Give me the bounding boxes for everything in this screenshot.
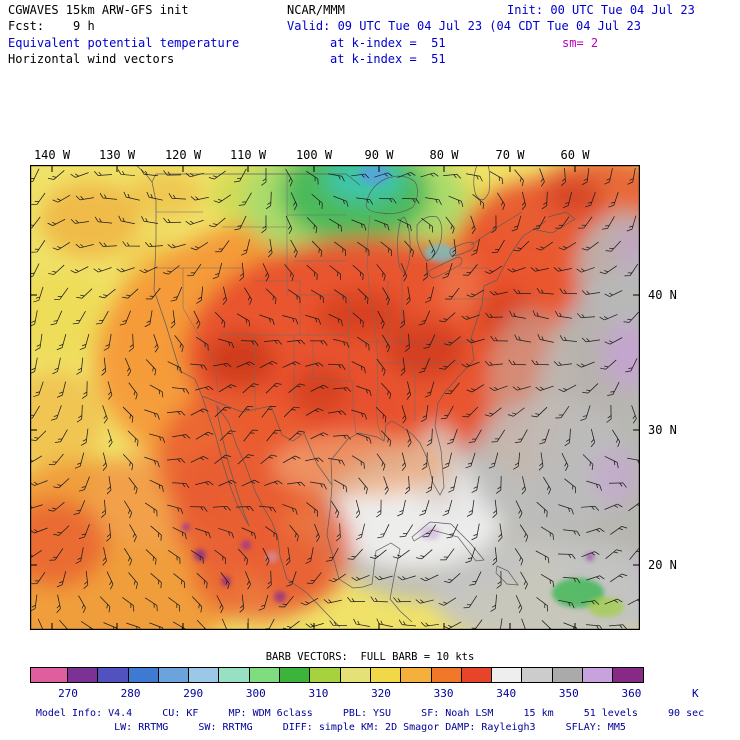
colorbar-segment: [369, 667, 402, 683]
colorbar-tick-label: 270: [58, 687, 78, 700]
lon-label: 70 W: [495, 148, 525, 162]
colorbar-tick-label: 350: [558, 687, 579, 700]
lat-label: 20 N: [648, 558, 677, 572]
colorbar-segment: [97, 667, 129, 683]
lon-label: 80 W: [429, 148, 459, 162]
model-info-line2: LW: RRTMG SW: RRTMG DIFF: simple KM: 2D …: [114, 722, 626, 733]
colorbar-segment: [248, 667, 281, 683]
forecast-hour: Fcst: 9 h: [8, 19, 95, 33]
lat-label: 30 N: [648, 423, 677, 437]
colorbar-segment: [279, 667, 311, 683]
center-name: NCAR/MMM: [287, 3, 345, 17]
lon-label: 90 W: [364, 148, 394, 162]
colorbar-tick-label: 280: [120, 687, 141, 700]
colorbar-segment: [309, 667, 341, 683]
colorbar-segment: [339, 667, 371, 683]
field2-name: Horizontal wind vectors: [8, 52, 175, 66]
colorbar-segment: [551, 667, 584, 683]
lat-label: 40 N: [648, 288, 677, 302]
init-time: Init: 00 UTC Tue 04 Jul 23: [507, 3, 695, 17]
coastline-borders: [135, 165, 576, 628]
map-canvas: [30, 165, 640, 630]
lon-label: 100 W: [295, 148, 333, 162]
lon-label: 140 W: [33, 148, 71, 162]
colorbar-segment: [67, 667, 99, 683]
colorbar-segment: [400, 667, 432, 683]
barb-legend: BARB VECTORS: FULL BARB = 10 kts: [265, 651, 475, 663]
colorbar-segment: [582, 667, 614, 683]
theta-e-field-blobs: [30, 165, 640, 630]
colorbar: [30, 667, 645, 683]
colorbar-segment: [157, 667, 190, 683]
model-info-line1: Model Info: V4.4 CU: KF MP: WDM 6class P…: [35, 708, 705, 719]
colorbar-tick-label: 290: [183, 687, 204, 700]
colorbar-tick-label: 320: [371, 687, 391, 700]
colorbar-unit: K: [692, 687, 699, 700]
lon-label: 130 W: [98, 148, 136, 162]
map-border: [30, 165, 640, 630]
colorbar-segment: [218, 667, 250, 683]
field2-level: at k-index = 51: [330, 52, 446, 66]
colorbar-segment: [430, 667, 462, 683]
colorbar-segment: [188, 667, 220, 683]
colorbar-segment: [460, 667, 493, 683]
field1-name: Equivalent potential temperature: [8, 36, 240, 50]
colorbar-tick-label: 310: [308, 687, 329, 700]
field1-level: at k-index = 51: [330, 36, 446, 50]
colorbar-segment: [127, 667, 159, 683]
colorbar-segment: [521, 667, 553, 683]
model-title: CGWAVES 15km ARW-GFS init: [8, 3, 189, 17]
colorbar-segment: [30, 667, 68, 683]
colorbar-tick-label: 300: [245, 687, 266, 700]
map-panel: [30, 165, 640, 630]
lon-label: 60 W: [560, 148, 590, 162]
lon-label: 110 W: [229, 148, 267, 162]
lon-label: 120 W: [164, 148, 202, 162]
colorbar-tick-label: 340: [496, 687, 517, 700]
valid-time: Valid: 09 UTC Tue 04 Jul 23 (04 CDT Tue …: [287, 19, 642, 33]
colorbar-tick-label: 360: [621, 687, 642, 700]
wind-barbs: [30, 167, 640, 630]
smoothing-label: sm= 2: [562, 36, 599, 50]
colorbar-tick-label: 330: [433, 687, 454, 700]
colorbar-segment: [491, 667, 523, 683]
colorbar-segment: [612, 667, 645, 683]
